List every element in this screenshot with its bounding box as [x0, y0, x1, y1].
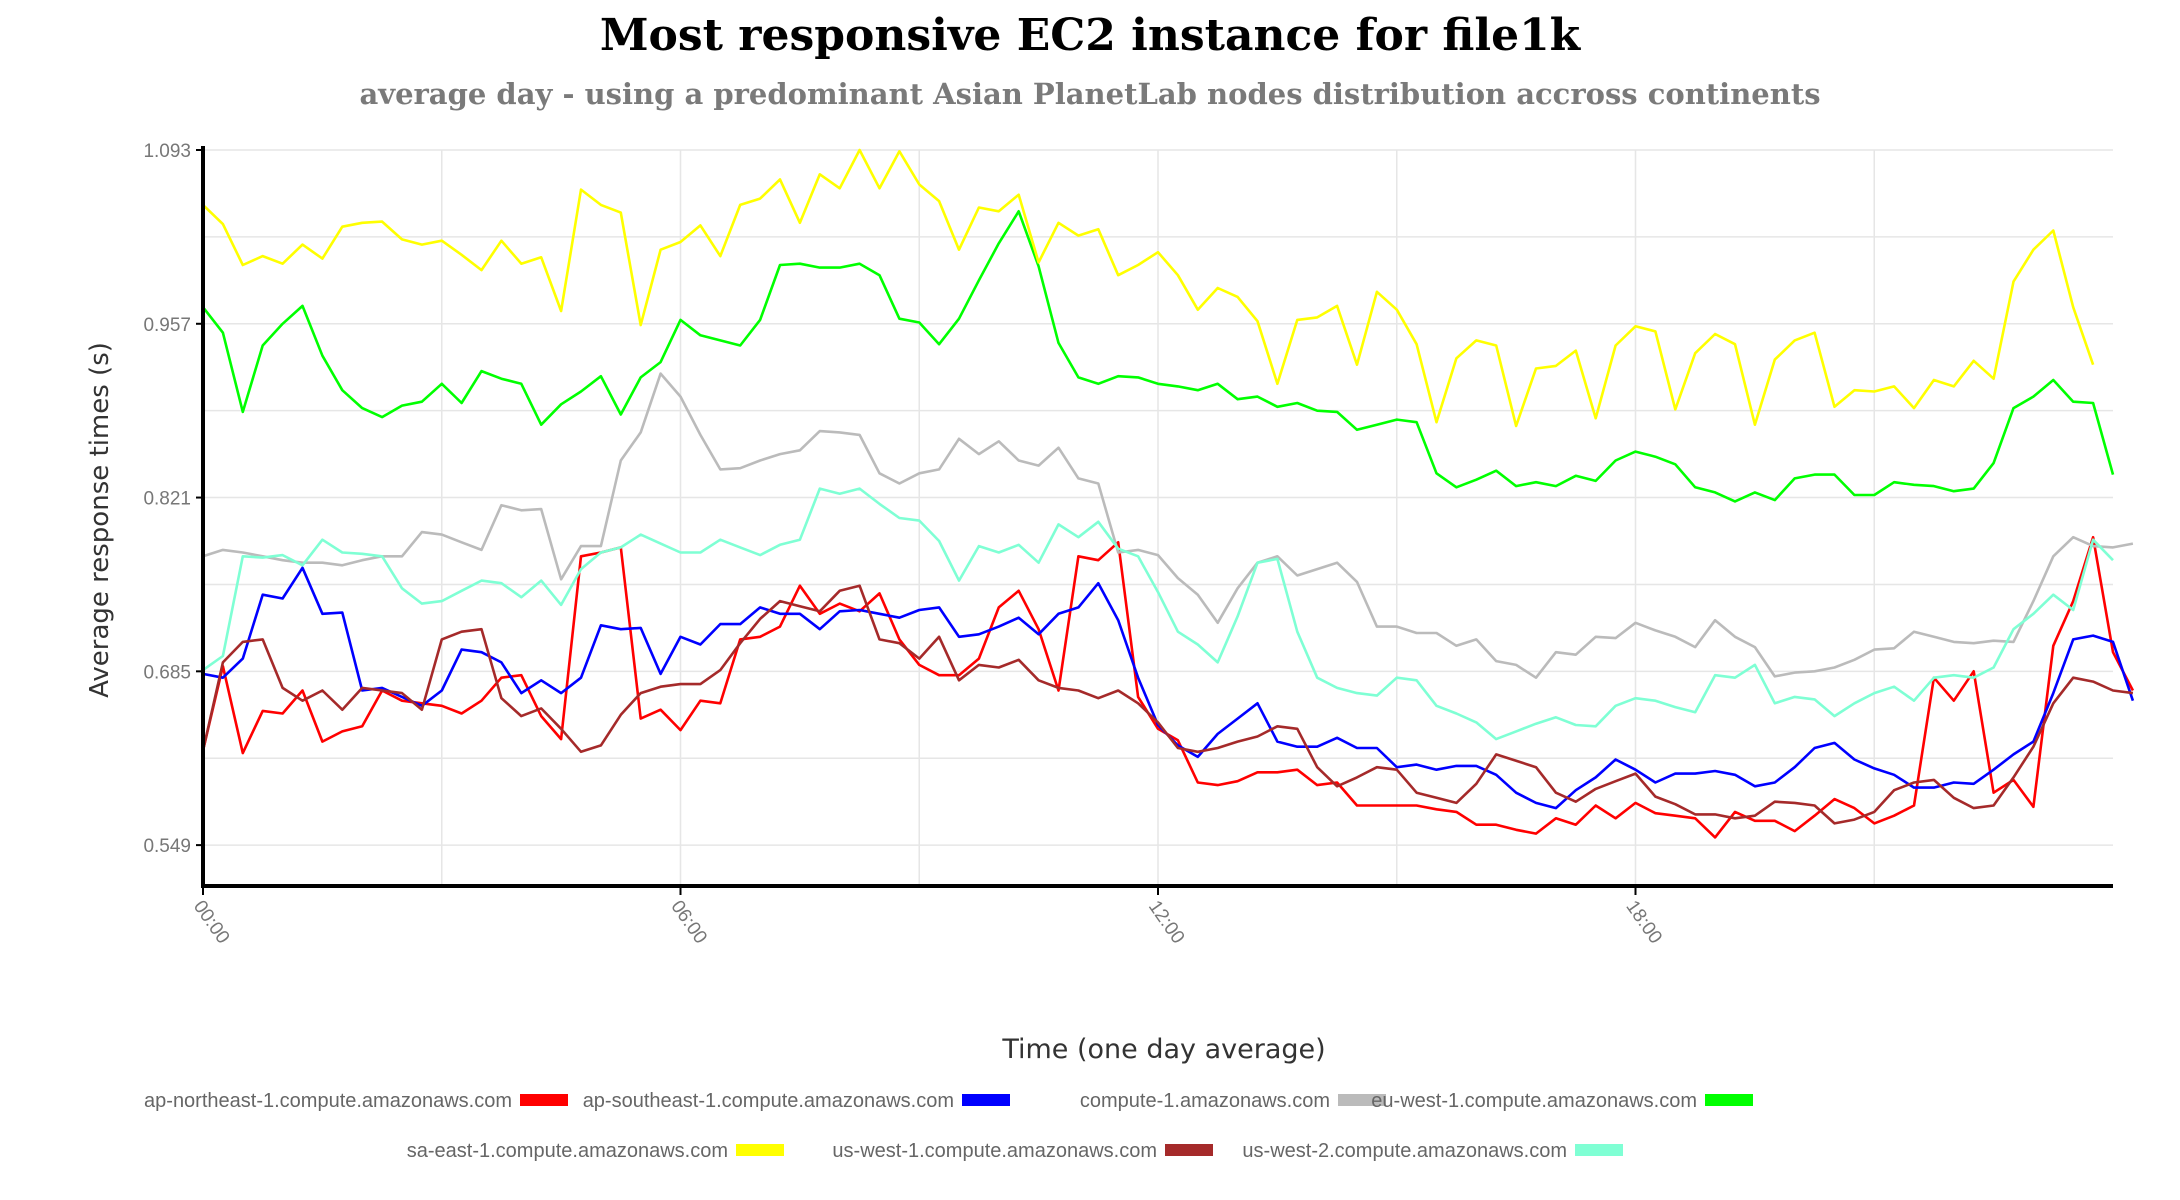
legend-label: compute-1.amazonaws.com — [1080, 1090, 1330, 1112]
x-tick-label: 12:00 — [1144, 897, 1188, 948]
legend-swatch — [1338, 1094, 1386, 1106]
legend-label: us-west-1.compute.amazonaws.com — [832, 1140, 1157, 1162]
legend-swatch — [1705, 1094, 1753, 1106]
series-line-6 — [201, 584, 2134, 825]
chart-subtitle: average day - using a predominant Asian … — [359, 77, 1820, 111]
x-tick-label: 00:00 — [189, 897, 233, 948]
legend-label: eu-west-1.compute.amazonaws.com — [1371, 1090, 1697, 1112]
legend-swatch — [1575, 1144, 1623, 1156]
legend-label: ap-northeast-1.compute.amazonaws.com — [144, 1090, 512, 1112]
legend-swatch — [520, 1094, 568, 1106]
y-axis-title: Average response times (s) — [85, 342, 115, 698]
gridlines — [203, 149, 2113, 886]
legend-swatch — [962, 1094, 1010, 1106]
y-tick-label: 0.957 — [143, 315, 191, 336]
y-tick-label: 0.685 — [143, 662, 191, 683]
y-tick-label: 1.093 — [143, 141, 191, 162]
y-tick-labels: 0.549 0.685 0.821 0.957 1.093 — [143, 141, 203, 857]
legend-label: ap-southeast-1.compute.amazonaws.com — [583, 1090, 954, 1112]
series-lines — [201, 148, 2135, 839]
series-line-5 — [202, 148, 2095, 428]
x-tick-label: 18:00 — [1621, 897, 1665, 948]
x-axis-title: Time (one day average) — [1001, 1034, 1325, 1065]
x-tick-labels: 00:00 06:00 12:00 18:00 — [189, 886, 1666, 948]
y-tick-label: 0.821 — [143, 489, 191, 510]
legend: ap-northeast-1.compute.amazonaws.com ap-s… — [144, 1090, 1753, 1162]
y-tick-label: 0.549 — [143, 836, 191, 857]
legend-swatch — [736, 1144, 784, 1156]
series-line-7 — [202, 487, 2114, 741]
legend-label: sa-east-1.compute.amazonaws.com — [407, 1140, 728, 1162]
x-tick-label: 06:00 — [666, 897, 710, 948]
chart-title: Most responsive EC2 instance for file1k — [600, 10, 1582, 61]
legend-label: us-west-2.compute.amazonaws.com — [1242, 1140, 1567, 1162]
series-line-4 — [201, 210, 2115, 503]
axes — [201, 146, 2113, 888]
series-line-3 — [202, 372, 2134, 680]
legend-swatch — [1165, 1144, 1213, 1156]
